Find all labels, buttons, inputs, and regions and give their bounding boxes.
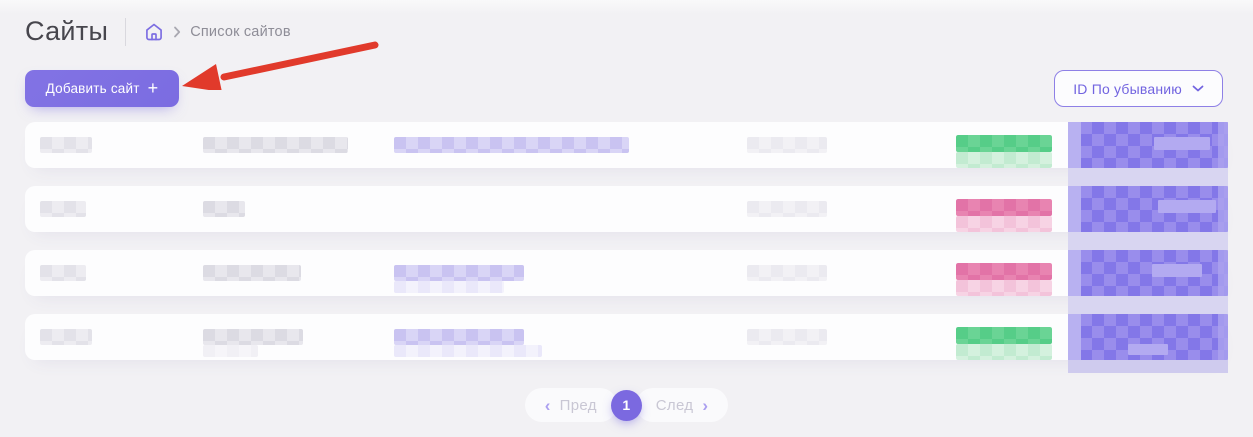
chevron-left-icon: ‹ (544, 395, 551, 415)
status-badge-top (956, 263, 1052, 280)
site-row[interactable] (25, 314, 1228, 360)
actions-redacted-highlight (1152, 264, 1202, 277)
sort-value: ID По убыванию (1073, 80, 1182, 97)
actions-redacted-gap (1068, 360, 1228, 373)
site-name-redacted (203, 265, 301, 281)
actions-redacted[interactable] (1068, 186, 1228, 232)
chevron-right-icon (173, 26, 181, 38)
actions-redacted[interactable] (1068, 122, 1228, 168)
site-row[interactable] (25, 186, 1228, 232)
home-icon[interactable] (144, 22, 164, 42)
site-name-redacted (203, 329, 303, 345)
actions-redacted-gap (1068, 168, 1228, 186)
add-site-button[interactable]: Добавить сайт + (25, 70, 179, 107)
page-title: Сайты (25, 16, 109, 46)
site-id-redacted (40, 329, 92, 345)
status-badge-top (956, 135, 1052, 152)
site-url-redacted (394, 329, 524, 345)
site-meta-redacted (747, 265, 827, 281)
site-meta-redacted (747, 201, 827, 217)
site-name-redacted-line2 (203, 345, 258, 357)
prev-page-button[interactable]: ‹ Пред (524, 388, 617, 422)
status-badge-bottom (956, 344, 1052, 360)
add-site-label: Добавить сайт (45, 81, 140, 96)
site-row[interactable] (25, 122, 1228, 168)
status-badge-top (956, 199, 1052, 216)
actions-column-redacted (1068, 122, 1228, 373)
status-badge-top (956, 327, 1052, 344)
pagination: ‹ Пред 1 След › (0, 388, 1253, 422)
breadcrumb-current: Список сайтов (190, 23, 291, 40)
actions-redacted-gap (1068, 232, 1228, 250)
current-page-button[interactable]: 1 (610, 389, 642, 421)
chevron-down-icon (1192, 85, 1204, 92)
breadcrumb: Список сайтов (144, 22, 291, 42)
actions-redacted[interactable] (1068, 314, 1228, 360)
page-header: Сайты Список сайтов (25, 16, 291, 47)
actions-redacted-highlight (1158, 200, 1216, 213)
site-name-redacted (203, 201, 245, 217)
header-divider (125, 17, 127, 46)
next-page-label: След (655, 396, 694, 414)
prev-page-label: Пред (559, 396, 597, 414)
status-badge (956, 327, 1052, 360)
actions-redacted-gap (1068, 296, 1228, 314)
site-url-redacted (394, 265, 524, 281)
sort-dropdown[interactable]: ID По убыванию (1054, 70, 1223, 107)
status-badge (956, 263, 1052, 296)
status-badge (956, 135, 1052, 168)
status-badge-bottom (956, 152, 1052, 168)
status-badge (956, 199, 1052, 232)
status-badge-bottom (956, 216, 1052, 232)
site-list (25, 122, 1228, 378)
site-meta-redacted (747, 137, 827, 153)
next-page-button[interactable]: След › (635, 388, 729, 422)
site-id-redacted (40, 265, 86, 281)
status-badge-bottom (956, 280, 1052, 296)
site-url-redacted-line2 (394, 345, 542, 357)
actions-redacted-highlight (1128, 344, 1168, 355)
site-id-redacted (40, 137, 92, 153)
site-url-redacted (394, 137, 629, 153)
site-name-redacted (203, 137, 348, 153)
chevron-right-icon: › (702, 395, 709, 415)
actions-redacted-highlight (1154, 137, 1210, 150)
site-url-redacted-line2 (394, 281, 504, 293)
site-meta-redacted (747, 329, 827, 345)
plus-icon: + (147, 78, 159, 98)
site-row[interactable] (25, 250, 1228, 296)
actions-redacted[interactable] (1068, 250, 1228, 296)
site-id-redacted (40, 201, 86, 217)
